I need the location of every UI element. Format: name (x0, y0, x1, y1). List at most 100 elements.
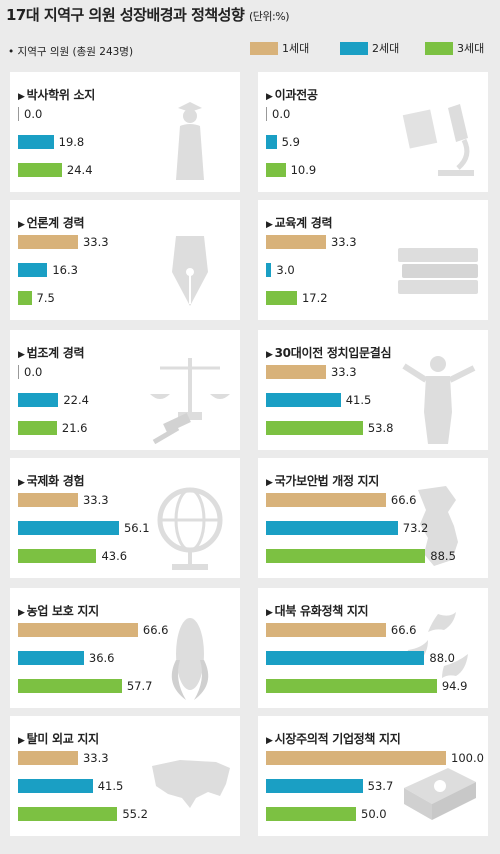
bar-gen3 (266, 163, 286, 177)
bar-gen1 (266, 365, 326, 379)
value-label-gen2: 16.3 (52, 263, 78, 277)
panel-title-text: 30대이전 정치입문결심 (274, 346, 392, 360)
triangle-icon: ▶ (18, 478, 25, 488)
usa-map-icon (152, 760, 230, 808)
chart-panel: ▶ 이과전공 0.0 5.9 10.9 (258, 72, 488, 192)
value-label-gen3: 94.9 (441, 679, 468, 693)
panel-title-text: 농업 보호 지지 (26, 604, 100, 618)
panel-title: ▶ 30대이전 정치입문결심 (266, 344, 392, 361)
books-icon (398, 248, 478, 294)
globe-icon (150, 480, 230, 572)
value-label-gen1: 33.3 (330, 365, 357, 379)
value-label-gen2: 22.4 (63, 393, 89, 407)
chart-title: 17대 지역구 의원 성장배경과 정책성향 (단위:%) (6, 6, 289, 24)
legend-item-gen3: 3세대 (425, 39, 484, 57)
panel-title-text: 국가보안법 개정 지지 (274, 474, 380, 488)
bar-gen3 (266, 549, 426, 563)
bar-gen1 (18, 493, 78, 507)
value-label-gen1: 66.6 (390, 493, 417, 507)
triangle-icon: ▶ (266, 478, 273, 488)
panel-title: ▶ 국가보안법 개정 지지 (266, 472, 379, 489)
value-label-gen1: 33.3 (82, 751, 109, 765)
bar-gen1 (18, 235, 78, 249)
value-label-gen1: 66.6 (142, 623, 169, 637)
legend-item-gen1: 1세대 (250, 39, 309, 57)
bar-gen2 (18, 393, 59, 407)
value-label-gen3: 88.5 (430, 549, 456, 563)
value-label-gen2: 3.0 (276, 263, 295, 277)
bar-gen1 (18, 365, 19, 379)
value-label-gen3: 21.6 (61, 421, 88, 435)
legend-swatch-gen2 (340, 41, 368, 55)
triangle-icon: ▶ (18, 220, 25, 230)
value-label-gen3: 10.9 (290, 163, 317, 177)
legend-label-gen2: 2세대 (372, 42, 400, 55)
panel-title: ▶ 법조계 경력 (18, 344, 85, 361)
pen-nib-icon (171, 235, 209, 307)
bar-gen1 (266, 107, 267, 121)
triangle-icon: ▶ (266, 736, 273, 746)
chart-panel: ▶ 국제화 경험 33.3 56.1 43.6 (10, 458, 240, 578)
value-label-gen3: 53.8 (367, 421, 394, 435)
panel-title: ▶ 언론계 경력 (18, 214, 85, 231)
panel-title: ▶ 탈미 외교 지지 (18, 730, 99, 747)
chart-panel: ▶ 시장주의적 기업정책 지지 100.0 53.7 50.0 (258, 716, 488, 836)
bar-gen2 (266, 393, 341, 407)
panel-title: ▶ 교육계 경력 (266, 214, 333, 231)
value-label-gen2: 56.1 (123, 521, 150, 535)
value-label-gen1: 33.3 (330, 235, 357, 249)
bar-gen1 (18, 107, 19, 121)
panel-title: ▶ 이과전공 (266, 86, 318, 103)
panel-title: ▶ 시장주의적 기업정책 지지 (266, 730, 401, 747)
bar-gen3 (18, 679, 122, 693)
bar-gen3 (266, 807, 356, 821)
value-label-gen2: 41.5 (345, 393, 372, 407)
triangle-icon: ▶ (266, 92, 273, 102)
value-label-gen3: 50.0 (361, 807, 387, 821)
value-label-gen1: 33.3 (82, 493, 109, 507)
legend-swatch-gen1 (250, 41, 278, 55)
panel-title-text: 박사학위 소지 (26, 88, 96, 102)
speaker-icon (398, 352, 478, 444)
chart-panel: ▶ 대북 유화정책 지지 66.6 88.0 94.9 (258, 588, 488, 708)
value-label-gen3: 17.2 (301, 291, 328, 305)
triangle-icon: ▶ (18, 350, 25, 360)
bar-gen1 (266, 751, 446, 765)
bar-gen3 (18, 291, 32, 305)
chart-panel: ▶ 교육계 경력 33.3 3.0 17.2 (258, 200, 488, 320)
chart-panel: ▶ 국가보안법 개정 지지 66.6 73.2 88.5 (258, 458, 488, 578)
triangle-icon: ▶ (18, 608, 25, 618)
bar-gen3 (266, 679, 437, 693)
bar-gen2 (18, 135, 54, 149)
bar-gen3 (266, 421, 363, 435)
value-label-gen2: 73.2 (402, 521, 429, 535)
panel-title-text: 법조계 경력 (26, 346, 85, 360)
value-label-gen3: 55.2 (122, 807, 148, 821)
unit-label: (단위:%) (249, 10, 289, 23)
chart-panel: ▶ 탈미 외교 지지 33.3 41.5 55.2 (10, 716, 240, 836)
value-label-gen2: 19.8 (58, 135, 85, 149)
bar-gen2 (266, 651, 425, 665)
bar-gen2 (266, 521, 398, 535)
value-label-gen3: 7.5 (36, 291, 55, 305)
bar-gen2 (266, 779, 363, 793)
value-label-gen2: 41.5 (97, 779, 124, 793)
panel-title-text: 대북 유화정책 지지 (274, 604, 369, 618)
bar-gen2 (18, 651, 84, 665)
bar-gen2 (18, 521, 119, 535)
bar-gen1 (18, 623, 138, 637)
bar-gen2 (18, 779, 93, 793)
panel-title-text: 교육계 경력 (274, 216, 333, 230)
panel-title: ▶ 박사학위 소지 (18, 86, 95, 103)
bar-gen3 (18, 807, 118, 821)
microscope-icon (398, 94, 478, 186)
chart-panel: ▶ 박사학위 소지 0.0 19.8 24.4 (10, 72, 240, 192)
bar-gen3 (18, 163, 62, 177)
value-label-gen3: 43.6 (101, 549, 128, 563)
value-label-gen2: 5.9 (281, 135, 300, 149)
chart-panel: ▶ 30대이전 정치입문결심 33.3 41.5 53.8 (258, 330, 488, 450)
panel-title: ▶ 국제화 경험 (18, 472, 85, 489)
value-label-gen2: 88.0 (429, 651, 455, 665)
bar-gen3 (266, 291, 297, 305)
graduate-icon (176, 102, 204, 180)
